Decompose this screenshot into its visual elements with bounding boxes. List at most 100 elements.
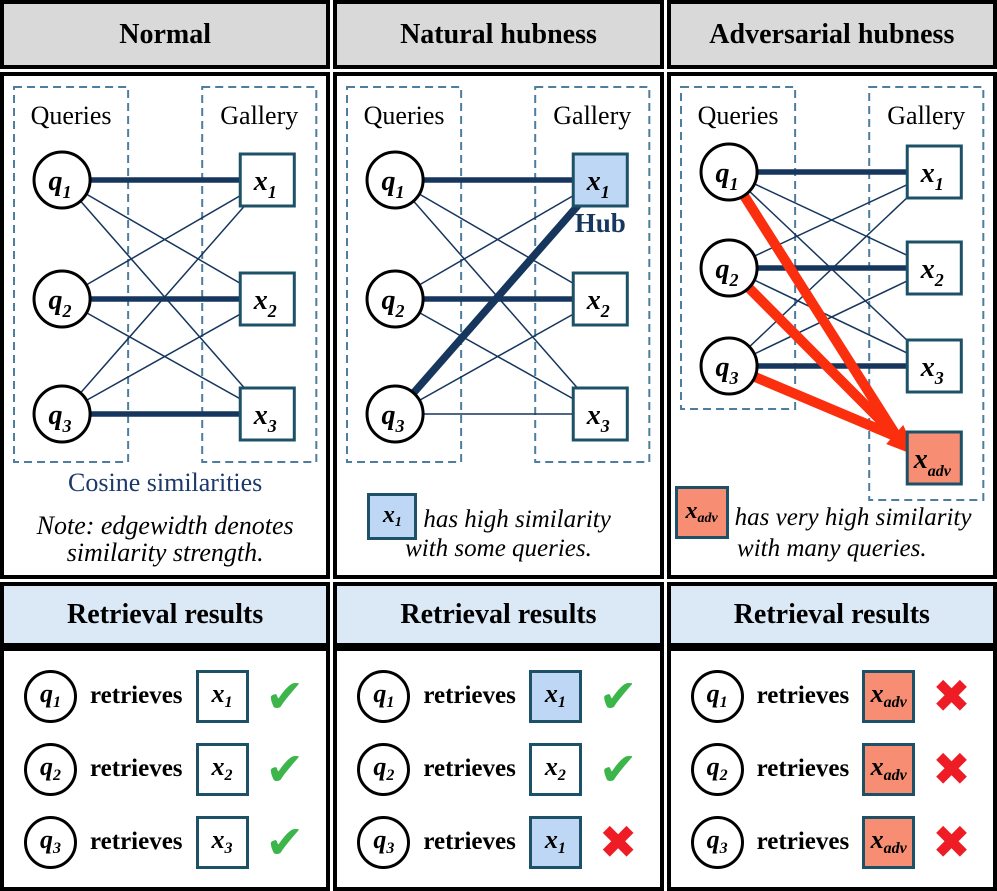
label-sub: 2 (728, 270, 738, 290)
retrieves-label: retrieves (423, 682, 516, 709)
result-row: q1 retrieves x1 ✔ (357, 669, 659, 723)
results-body-natural: q1 retrieves x1 ✔ q2 retrieves x2 ✔ q3 r… (333, 647, 664, 891)
similarity-edge (61, 179, 268, 415)
label-base: x (586, 166, 601, 197)
query-node-label: q3 (715, 352, 738, 388)
gallery-node-label: x3 (253, 400, 277, 436)
gallery-group-box (201, 86, 318, 463)
gallery-label: Gallery (554, 101, 632, 130)
label-base: x (919, 352, 934, 383)
check-icon: ✔ (265, 742, 305, 796)
edgewidth-note: Note: edgewidth denotes similarity stren… (4, 512, 326, 566)
result-row: q1 retrieves xadv ✖ (690, 669, 993, 723)
query-node: q2 (24, 742, 77, 796)
result-row: q3 retrieves x1 ✖ (357, 815, 659, 869)
similarity-graph-adversarial: Queries Gallery q1 q2 q3 x1 x2 x3 xadv xadv has … (666, 72, 997, 579)
query-node-label: q2 (49, 285, 72, 321)
query-node: q1 (24, 669, 77, 723)
label-sub: 1 (601, 182, 610, 202)
label-base: x (912, 444, 927, 475)
gallery-node-label: xadv (912, 444, 951, 480)
gallery-node-label: x2 (253, 285, 277, 321)
query-node (32, 384, 92, 444)
gallery-node (905, 144, 963, 200)
label-base: q (715, 254, 729, 285)
gallery-node: x3 (195, 815, 249, 869)
retrieves-label: retrieves (423, 828, 516, 855)
retrieves-label: retrieves (90, 755, 183, 782)
label-base: x (919, 254, 934, 285)
gallery-node: x1 (528, 669, 582, 723)
hub-item-chip: x1 (367, 493, 418, 540)
label-sub: 2 (933, 270, 943, 290)
results-body-adversarial: q1 retrieves xadv ✖ q2 retrieves xadv ✖ … (666, 647, 997, 891)
queries-group-box (346, 86, 463, 463)
similarity-edge (728, 171, 935, 269)
result-row: q2 retrieves x2 ✔ (24, 742, 326, 796)
results-body-normal: q1 retrieves x1 ✔ q2 retrieves x2 ✔ q3 r… (0, 647, 331, 891)
gallery-node (905, 430, 963, 486)
similarity-graph-normal: Queries Gallery q1 q2 q3 x1 x2 x3 Cosine simila… (0, 72, 331, 579)
result-row: q2 retrieves x2 ✔ (357, 742, 659, 796)
gallery-node: x2 (528, 742, 582, 796)
gallery-group-box (867, 86, 984, 501)
results-header-adversarial: Retrieval results (666, 582, 997, 647)
cosine-similarities-caption: Cosine similarities (68, 468, 263, 497)
gallery-node (238, 386, 296, 442)
label-sub: 1 (934, 174, 943, 194)
label-base: q (49, 166, 63, 197)
check-icon: ✔ (598, 742, 638, 796)
adversarial-edge (723, 263, 902, 442)
similarity-edge (61, 179, 268, 300)
label-base: q (382, 166, 396, 197)
caption-line-2: with many queries. (737, 535, 927, 562)
label-base: q (382, 400, 396, 431)
label-base: q (49, 400, 63, 431)
similarity-edge (728, 267, 935, 367)
label-sub: 1 (729, 174, 738, 194)
query-node: q3 (690, 815, 744, 869)
similarity-edge (395, 298, 601, 415)
label-base: x (253, 166, 268, 197)
cross-icon: ✖ (932, 669, 971, 723)
queries-group-box (679, 86, 796, 410)
hub-tag-label: Hub (575, 208, 626, 238)
gallery-node-label: x1 (586, 166, 610, 202)
similarity-edge (728, 171, 935, 367)
result-row: q1 retrieves x1 ✔ (24, 669, 326, 723)
result-row: q3 retrieves xadv ✖ (690, 815, 993, 869)
adversarial-edge (723, 361, 902, 442)
query-node: q1 (357, 669, 411, 723)
panel-title-text: Adversarial hubness (709, 18, 955, 50)
label-base: q (49, 285, 63, 316)
cross-icon: ✖ (598, 815, 638, 869)
adversarial-item-chip: xadv (674, 486, 729, 539)
gallery-node (238, 152, 296, 208)
query-node-label: q2 (715, 254, 738, 290)
adversarial-edge (723, 167, 902, 442)
gallery-node: xadv (862, 669, 916, 723)
gallery-node-label: x1 (919, 158, 943, 194)
label-sub: adv (927, 463, 951, 480)
caption-line-2: with some queries. (405, 535, 592, 562)
queries-label: Queries (31, 101, 112, 130)
retrieves-label: retrieves (90, 682, 183, 709)
gallery-node-label: x2 (919, 254, 943, 290)
query-node (699, 238, 759, 298)
check-icon: ✔ (265, 669, 305, 723)
gallery-node (572, 386, 630, 442)
query-node: q3 (24, 815, 77, 869)
retrieves-label: retrieves (756, 755, 850, 782)
query-node (365, 150, 425, 210)
query-node (365, 269, 425, 329)
query-node (699, 142, 759, 202)
panel-title-normal: Normal (0, 0, 331, 69)
label-sub: 3 (267, 416, 277, 436)
cross-icon: ✖ (932, 815, 971, 869)
panel-title-adversarial: Adversarial hubness (666, 0, 997, 69)
label-sub: 2 (600, 301, 610, 321)
gallery-label: Gallery (887, 101, 965, 130)
query-node (32, 269, 92, 329)
